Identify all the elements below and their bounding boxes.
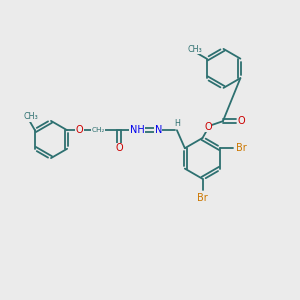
Text: O: O: [76, 125, 83, 135]
Text: Br: Br: [236, 143, 247, 153]
Text: H: H: [174, 119, 180, 128]
Text: O: O: [238, 116, 246, 126]
Text: CH₃: CH₃: [188, 45, 203, 54]
Text: NH: NH: [130, 125, 145, 135]
Text: CH₃: CH₃: [23, 112, 38, 121]
Text: O: O: [204, 122, 212, 132]
Text: O: O: [116, 143, 123, 153]
Text: Br: Br: [197, 193, 208, 203]
Text: CH₂: CH₂: [92, 127, 105, 133]
Text: N: N: [154, 125, 162, 135]
